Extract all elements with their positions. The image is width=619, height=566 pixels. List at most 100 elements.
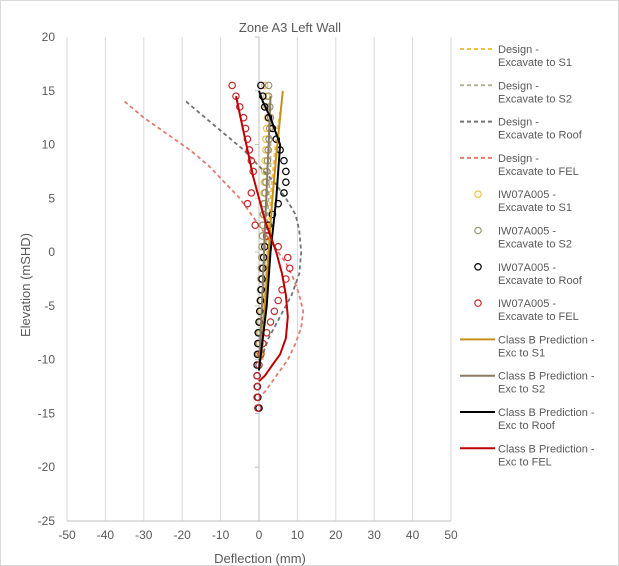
data-point <box>266 318 275 326</box>
y-axis-title: Elevation (mSHD) <box>18 233 33 337</box>
legend-label-line1: Design - <box>498 117 539 129</box>
data-point <box>282 178 290 187</box>
data-point <box>243 199 252 208</box>
data-point <box>261 189 269 197</box>
y-tick-label: 15 <box>42 84 56 98</box>
y-tick-label: 10 <box>42 138 56 152</box>
legend-item: Design -Excavate to S1 <box>460 44 572 69</box>
y-tick-label: -5 <box>44 299 55 313</box>
data-point <box>228 81 236 90</box>
legend-label-line1: Design - <box>498 80 539 92</box>
legend-marker <box>474 190 482 199</box>
x-tick-label: -30 <box>135 528 153 542</box>
legend-label-line2: Exc to S1 <box>498 347 545 359</box>
y-tick-label: 0 <box>48 245 55 259</box>
data-point <box>254 404 262 412</box>
legend-label-line1: Class B Prediction - <box>498 443 595 455</box>
legend-label-line2: Excavate to S1 <box>498 57 572 69</box>
legend-marker <box>474 262 482 271</box>
y-tick-label: -15 <box>38 406 56 420</box>
legend-label-line2: Excavate to S2 <box>498 93 572 105</box>
legend-label-line2: Excavate to S1 <box>498 202 572 214</box>
series-12-line <box>235 95 289 382</box>
legend-label-line1: Design - <box>498 44 539 56</box>
series-11-line <box>258 90 282 371</box>
x-tick-label: 30 <box>368 528 382 542</box>
data-point <box>247 189 256 197</box>
data-point <box>255 307 264 316</box>
series-4-line <box>124 100 305 398</box>
data-point <box>270 307 279 316</box>
grid-lines <box>66 37 452 521</box>
legend-label-line1: IW07A005 - <box>498 298 556 310</box>
data-point <box>264 92 273 100</box>
legend-label-line2: Excavate to S2 <box>498 239 572 251</box>
data-point <box>255 318 263 326</box>
data-point <box>258 242 266 251</box>
data-point <box>283 253 292 262</box>
data-point <box>245 146 254 154</box>
data-point <box>258 232 267 240</box>
series-10-line <box>258 96 272 371</box>
legend-label-line2: Exc to Roof <box>498 420 556 432</box>
legend-item: IW07A005 -Excavate to S1 <box>474 189 572 214</box>
legend-item: Class B Prediction -Exc to S2 <box>460 371 595 396</box>
legend-label-line1: IW07A005 - <box>498 189 556 201</box>
legend-label-line2: Excavate to Roof <box>498 275 583 287</box>
data-point <box>256 296 265 305</box>
data-point <box>274 296 283 305</box>
legend-label-line1: IW07A005 - <box>498 262 556 274</box>
x-tick-label: 40 <box>406 528 420 542</box>
x-axis-title: Deflection (mm) <box>214 551 306 566</box>
y-tick-label: -20 <box>38 460 56 474</box>
data-point <box>280 156 288 165</box>
data-point <box>282 167 290 176</box>
legend-label-line1: Class B Prediction - <box>498 407 595 419</box>
legend-label-line1: Class B Prediction - <box>498 334 595 346</box>
series-9-line <box>259 90 284 360</box>
chart-title: Zone A3 Left Wall <box>239 20 341 35</box>
x-tick-label: 20 <box>329 528 343 542</box>
y-tick-label: 20 <box>42 30 56 44</box>
legend-item: Class B Prediction -Exc to FEL <box>460 443 595 468</box>
legend-item: Design -Excavate to S2 <box>460 80 572 105</box>
legend-label-line2: Exc to FEL <box>498 456 552 468</box>
legend-item: IW07A005 -Excavate to S2 <box>474 226 572 251</box>
series-3-line <box>185 100 303 361</box>
legend-label-line2: Excavate to FEL <box>498 311 579 323</box>
x-tick-label: 10 <box>291 528 305 542</box>
legend-marker <box>474 226 482 235</box>
legend-marker <box>474 299 482 307</box>
x-tick-label: -40 <box>97 528 115 542</box>
x-tick-label: 50 <box>444 528 458 542</box>
legend-item: IW07A005 -Excavate to Roof <box>474 262 583 287</box>
legend-item: Design -Excavate to Roof <box>460 117 583 142</box>
legend-label-line1: Class B Prediction - <box>498 371 595 383</box>
y-tick-label: 5 <box>48 191 55 205</box>
legend-item: Class B Prediction -Exc to S1 <box>460 334 595 359</box>
data-point <box>257 285 266 294</box>
legend-item: Design -Excavate to FEL <box>460 153 579 178</box>
x-tick-label: 0 <box>256 528 263 542</box>
y-tick-label: -10 <box>38 353 56 367</box>
legend-item: IW07A005 -Excavate to FEL <box>474 298 579 323</box>
data-point <box>264 81 273 90</box>
legend-label-line2: Excavate to FEL <box>498 166 579 178</box>
legend-label-line2: Excavate to Roof <box>498 130 583 142</box>
data-point <box>285 264 294 273</box>
legend-item: Class B Prediction -Exc to Roof <box>460 407 595 432</box>
data-point <box>253 393 261 402</box>
series-layer <box>124 81 305 412</box>
data-point <box>260 81 269 90</box>
data-point <box>257 81 265 90</box>
x-tick-label: -20 <box>174 528 192 542</box>
data-point <box>253 382 261 391</box>
data-point <box>280 189 288 197</box>
data-point <box>253 371 261 380</box>
x-tick-label: -50 <box>58 528 76 542</box>
data-point <box>251 221 259 230</box>
legend-label-line1: Design - <box>498 153 539 165</box>
